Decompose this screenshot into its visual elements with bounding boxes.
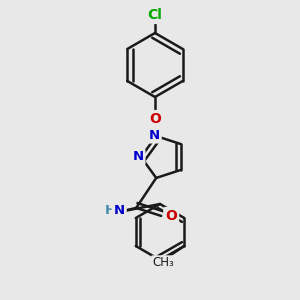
Text: O: O <box>165 209 177 223</box>
Text: Cl: Cl <box>148 8 162 22</box>
Text: N: N <box>114 204 125 218</box>
Text: CH₃: CH₃ <box>152 256 174 269</box>
Text: H: H <box>105 204 116 218</box>
Text: O: O <box>149 112 161 126</box>
Text: N: N <box>132 151 144 164</box>
Text: N: N <box>148 129 160 142</box>
